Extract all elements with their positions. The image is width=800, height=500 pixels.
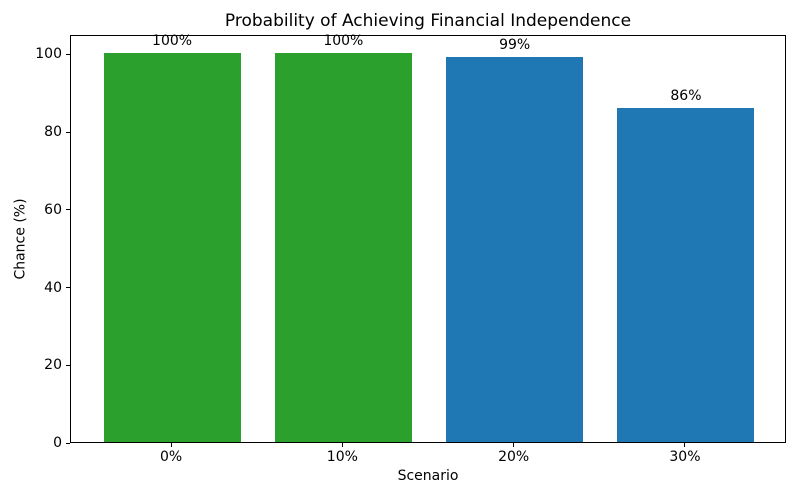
x-axis-label: Scenario: [397, 468, 459, 484]
y-tick-label: 20: [44, 357, 62, 374]
bar: [274, 53, 412, 442]
bar-value-label: 100%: [152, 33, 193, 50]
bar-value-label: 100%: [323, 33, 364, 50]
x-tick-label: 10%: [326, 449, 358, 465]
x-tick-mark: [341, 443, 343, 447]
y-axis-label: Chance (%): [12, 198, 29, 280]
plot-area: 100% 100% 99% 86%: [70, 33, 786, 443]
y-tick-label: 40: [44, 279, 62, 296]
x-tick-mark: [684, 443, 686, 447]
y-tick-label: 60: [44, 201, 62, 218]
y-tick-mark: [66, 53, 70, 55]
y-tick-label: 0: [53, 435, 62, 451]
x-tick-label: 20%: [498, 449, 530, 465]
bar: [446, 57, 584, 442]
y-tick-mark: [66, 442, 70, 444]
x-tick-mark: [513, 443, 515, 447]
chart-title: Probability of Achieving Financial Indep…: [224, 11, 632, 31]
bar-value-label: 99%: [499, 37, 531, 54]
x-tick-mark: [170, 443, 172, 447]
bar: [103, 53, 241, 442]
bar: [617, 107, 755, 442]
y-tick-mark: [66, 287, 70, 289]
y-tick-mark: [66, 131, 70, 133]
y-tick-label: 80: [44, 124, 62, 141]
y-tick-label: 100: [35, 46, 62, 63]
y-tick-mark: [66, 209, 70, 211]
x-tick-label: 30%: [669, 449, 701, 465]
y-tick-mark: [66, 364, 70, 366]
x-tick-label: 0%: [159, 449, 183, 465]
bar-value-label: 86%: [670, 87, 702, 104]
